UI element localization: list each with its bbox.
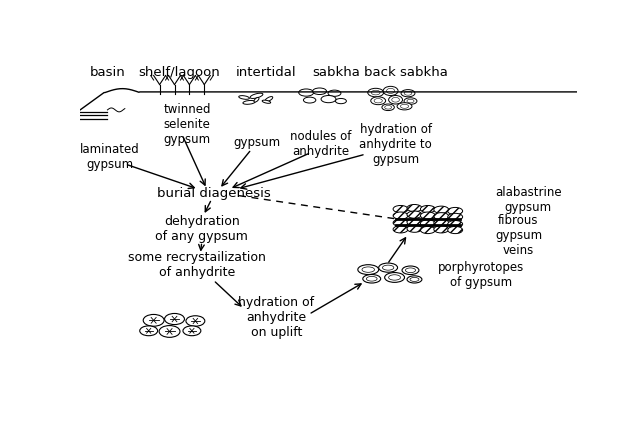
- Ellipse shape: [165, 314, 185, 325]
- Ellipse shape: [368, 88, 384, 97]
- Ellipse shape: [254, 97, 259, 102]
- Ellipse shape: [407, 218, 422, 226]
- Ellipse shape: [363, 275, 381, 283]
- Text: twinned
selenite
gypsum: twinned selenite gypsum: [163, 103, 211, 146]
- Ellipse shape: [420, 212, 435, 219]
- Ellipse shape: [401, 90, 415, 97]
- Text: back sabkha: back sabkha: [363, 66, 447, 79]
- Ellipse shape: [243, 100, 255, 104]
- Ellipse shape: [405, 268, 415, 272]
- Ellipse shape: [335, 99, 346, 104]
- Ellipse shape: [159, 326, 180, 337]
- Ellipse shape: [265, 96, 273, 102]
- Ellipse shape: [358, 265, 379, 275]
- Ellipse shape: [447, 227, 463, 234]
- Ellipse shape: [393, 212, 408, 219]
- Text: fibrous
gypsum
veins: fibrous gypsum veins: [495, 214, 542, 258]
- Ellipse shape: [385, 272, 404, 282]
- Text: some recrystailization
of anhydrite: some recrystailization of anhydrite: [128, 251, 266, 279]
- Ellipse shape: [143, 314, 164, 326]
- Ellipse shape: [420, 227, 435, 234]
- Ellipse shape: [383, 86, 398, 96]
- Ellipse shape: [447, 213, 463, 221]
- Ellipse shape: [393, 205, 408, 212]
- Ellipse shape: [434, 212, 449, 220]
- Ellipse shape: [388, 275, 401, 280]
- Text: porphyrotopes
of gypsum: porphyrotopes of gypsum: [438, 261, 524, 289]
- Text: laminated
gypsum: laminated gypsum: [80, 143, 140, 171]
- Text: basin: basin: [90, 66, 126, 79]
- Text: hydration of
anhydrite
on uplift: hydration of anhydrite on uplift: [238, 296, 315, 339]
- Ellipse shape: [434, 206, 449, 213]
- Ellipse shape: [447, 221, 463, 228]
- Ellipse shape: [392, 97, 399, 102]
- Text: intertidal: intertidal: [236, 66, 297, 79]
- Text: alabastrine
gypsum: alabastrine gypsum: [495, 186, 562, 214]
- Ellipse shape: [303, 97, 316, 103]
- Ellipse shape: [186, 316, 205, 326]
- Ellipse shape: [407, 99, 414, 103]
- Ellipse shape: [397, 103, 412, 110]
- Ellipse shape: [387, 88, 395, 94]
- Ellipse shape: [383, 265, 394, 270]
- Ellipse shape: [313, 88, 326, 94]
- Ellipse shape: [404, 91, 412, 95]
- Ellipse shape: [402, 266, 419, 275]
- Text: nodules of
anhydrite: nodules of anhydrite: [290, 130, 352, 158]
- Ellipse shape: [420, 205, 435, 212]
- Text: shelf/lagoon: shelf/lagoon: [138, 66, 221, 79]
- Ellipse shape: [367, 276, 377, 281]
- Ellipse shape: [410, 278, 419, 281]
- Ellipse shape: [382, 104, 394, 110]
- Ellipse shape: [379, 263, 397, 272]
- Ellipse shape: [434, 226, 449, 233]
- Text: dehydration
of any gypsum: dehydration of any gypsum: [155, 215, 248, 244]
- Ellipse shape: [388, 96, 403, 104]
- Ellipse shape: [371, 90, 380, 95]
- Ellipse shape: [407, 225, 422, 232]
- Ellipse shape: [393, 219, 408, 227]
- Ellipse shape: [321, 96, 336, 103]
- Ellipse shape: [140, 326, 158, 336]
- Ellipse shape: [183, 326, 201, 336]
- Ellipse shape: [447, 207, 463, 215]
- Ellipse shape: [328, 90, 341, 96]
- Ellipse shape: [434, 219, 449, 227]
- Text: sabkha: sabkha: [312, 66, 360, 79]
- Ellipse shape: [404, 98, 417, 105]
- Ellipse shape: [401, 104, 408, 108]
- Ellipse shape: [299, 89, 313, 96]
- Ellipse shape: [407, 204, 422, 212]
- Ellipse shape: [393, 226, 408, 233]
- Ellipse shape: [362, 267, 374, 272]
- Text: hydration of
anhydrite to
gypsum: hydration of anhydrite to gypsum: [359, 123, 432, 166]
- Ellipse shape: [407, 211, 422, 218]
- Ellipse shape: [250, 93, 263, 99]
- Ellipse shape: [374, 99, 382, 103]
- Ellipse shape: [420, 220, 435, 227]
- Ellipse shape: [262, 100, 271, 103]
- Ellipse shape: [385, 105, 392, 109]
- Ellipse shape: [370, 97, 386, 105]
- Text: gypsum: gypsum: [233, 136, 280, 149]
- Ellipse shape: [238, 96, 249, 99]
- Ellipse shape: [407, 276, 422, 283]
- Text: burial diagenesis: burial diagenesis: [158, 187, 271, 200]
